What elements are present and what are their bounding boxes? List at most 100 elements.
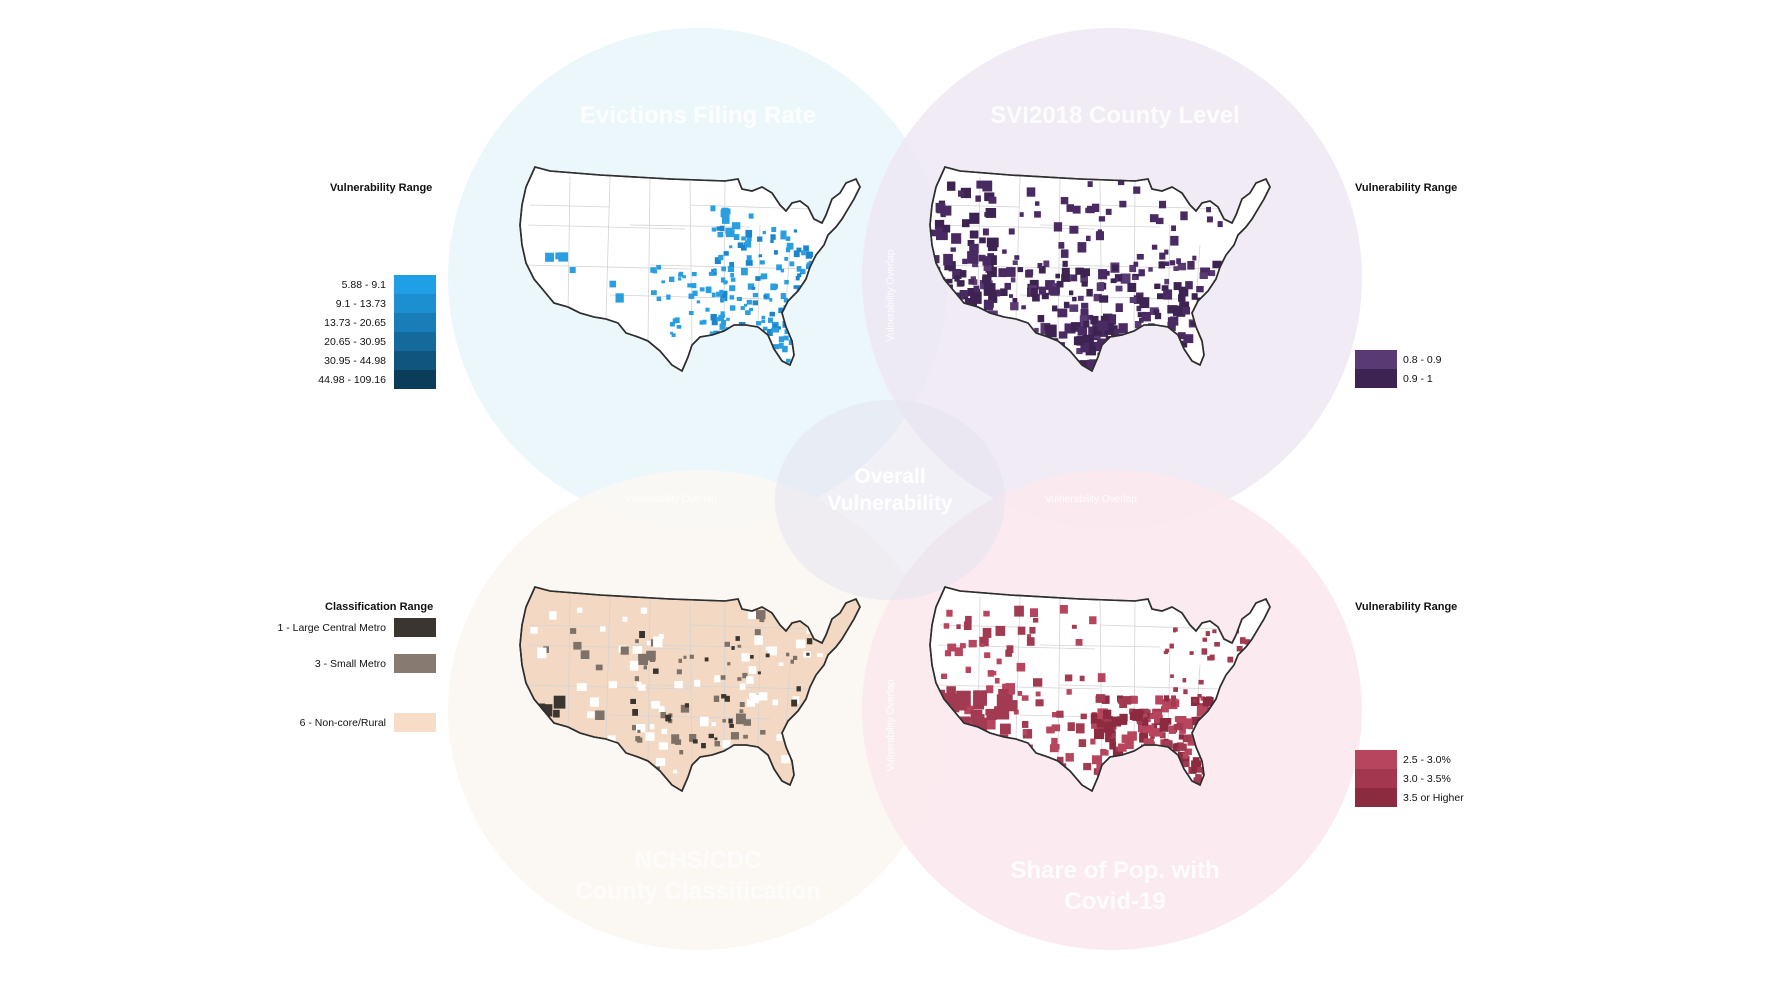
county-cell bbox=[980, 313, 987, 320]
svi-legend-swatch bbox=[1355, 350, 1397, 369]
county-cell bbox=[1161, 706, 1169, 713]
county-cell bbox=[1088, 326, 1098, 337]
county-cell bbox=[1133, 779, 1140, 787]
county-cell bbox=[737, 677, 742, 681]
county-cell bbox=[1097, 708, 1108, 719]
county-cell bbox=[676, 669, 682, 675]
county-cell bbox=[711, 292, 716, 298]
county-cell bbox=[761, 315, 766, 319]
county-cell bbox=[1076, 723, 1085, 734]
county-cell bbox=[1139, 317, 1144, 323]
county-cell bbox=[682, 275, 686, 279]
county-cell bbox=[1154, 778, 1164, 789]
county-cell bbox=[759, 692, 768, 701]
county-cell bbox=[1041, 292, 1049, 300]
county-cell bbox=[1170, 235, 1179, 246]
classification-map bbox=[519, 586, 861, 793]
county-cell bbox=[1106, 732, 1112, 737]
county-cell bbox=[1124, 738, 1134, 750]
county-cell bbox=[1174, 716, 1180, 722]
county-cell bbox=[930, 229, 937, 237]
county-cell bbox=[1200, 720, 1210, 728]
county-cell bbox=[721, 319, 727, 326]
county-cell bbox=[1204, 299, 1214, 310]
county-cell bbox=[1066, 204, 1074, 212]
county-cell bbox=[784, 329, 790, 335]
county-cell bbox=[1105, 208, 1112, 215]
county-cell bbox=[544, 730, 554, 739]
county-cell bbox=[1112, 777, 1117, 783]
county-cell bbox=[1076, 348, 1083, 355]
county-cell bbox=[1080, 272, 1086, 278]
county-cell bbox=[958, 280, 965, 286]
county-cell bbox=[986, 346, 993, 354]
county-cell bbox=[1156, 778, 1165, 786]
county-cell bbox=[1097, 673, 1106, 683]
covid-legend-item: 3.0 - 3.5% bbox=[1355, 769, 1451, 788]
county-cell bbox=[602, 755, 611, 763]
county-cell bbox=[1159, 718, 1165, 724]
county-cell bbox=[711, 318, 718, 326]
county-cell bbox=[1025, 269, 1033, 278]
county-cell bbox=[1178, 286, 1189, 297]
county-cell bbox=[1161, 740, 1172, 749]
county-cell bbox=[1000, 288, 1008, 296]
county-cell bbox=[774, 250, 778, 255]
county-cell bbox=[1019, 212, 1024, 217]
county-cell bbox=[982, 228, 989, 236]
county-cell bbox=[1171, 225, 1176, 232]
county-cell bbox=[1017, 267, 1024, 273]
county-cell bbox=[755, 332, 762, 338]
county-cell bbox=[954, 275, 960, 282]
county-cell bbox=[806, 652, 810, 656]
county-cell bbox=[708, 271, 714, 276]
evictions-legend-item: 5.88 - 9.1 bbox=[342, 275, 436, 294]
covid-legend-swatch bbox=[1355, 788, 1397, 807]
svi-legend-swatch bbox=[1355, 369, 1397, 388]
county-cell bbox=[762, 326, 768, 331]
county-cell bbox=[995, 625, 1006, 636]
county-cell bbox=[966, 311, 975, 321]
county-cell bbox=[684, 703, 689, 708]
svi-legend-label: 0.8 - 0.9 bbox=[1403, 353, 1442, 366]
county-cell bbox=[1082, 334, 1094, 347]
county-cell bbox=[1122, 696, 1132, 705]
county-cell bbox=[945, 312, 958, 324]
county-cell bbox=[1111, 325, 1118, 332]
county-cell bbox=[701, 743, 706, 749]
county-cell bbox=[786, 358, 791, 363]
county-cell bbox=[1208, 756, 1219, 766]
county-cell bbox=[1180, 340, 1188, 348]
county-cell bbox=[1197, 694, 1202, 698]
county-cell bbox=[960, 270, 967, 278]
county-cell bbox=[790, 659, 794, 664]
county-cell bbox=[711, 722, 716, 727]
county-cell bbox=[1029, 626, 1036, 634]
county-cell bbox=[942, 224, 951, 233]
county-cell bbox=[1179, 726, 1186, 734]
county-cell bbox=[795, 639, 806, 649]
county-cell bbox=[769, 311, 775, 317]
county-cell bbox=[967, 251, 979, 264]
county-cell bbox=[1115, 303, 1123, 312]
county-cell bbox=[1206, 716, 1214, 723]
county-cell bbox=[979, 237, 986, 244]
county-cell bbox=[1198, 679, 1204, 685]
county-cell bbox=[723, 251, 729, 256]
county-cell bbox=[678, 277, 682, 281]
county-cell bbox=[573, 748, 578, 753]
county-cell bbox=[1163, 650, 1168, 655]
county-cell bbox=[1121, 734, 1132, 743]
classification-title-line-2: County Classification bbox=[575, 878, 821, 905]
covid-legend-label: 3.5 or Higher bbox=[1403, 791, 1464, 804]
county-cell bbox=[740, 306, 745, 310]
county-cell bbox=[1098, 216, 1106, 222]
county-cell bbox=[943, 623, 950, 629]
county-cell bbox=[804, 768, 814, 777]
county-cell bbox=[965, 346, 973, 354]
classification-legend-item: 3 - Small Metro bbox=[315, 654, 436, 673]
county-cell bbox=[979, 314, 986, 320]
county-cell bbox=[988, 292, 998, 303]
county-cell bbox=[806, 330, 814, 338]
county-cell bbox=[1139, 297, 1150, 309]
